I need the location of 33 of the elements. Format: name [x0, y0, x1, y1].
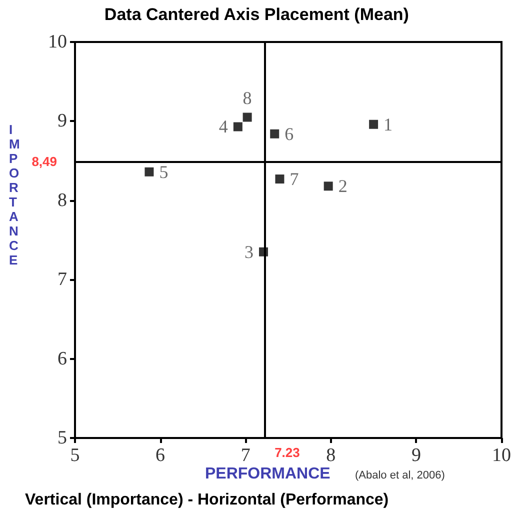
y-tick-label: 6 [58, 348, 67, 370]
x-tick-label: 7 [240, 445, 250, 466]
point [324, 182, 333, 191]
annotation: 1 [384, 114, 393, 134]
x-tick-label: 9 [411, 445, 421, 466]
y-tick-label: 8 [58, 190, 67, 211]
y-tick-label: 10 [48, 32, 67, 52]
point [233, 122, 242, 132]
point [242, 112, 252, 122]
annotation: 8 [242, 88, 252, 108]
x-axis-title: PERFORMANCE [205, 466, 331, 482]
annotation: 3 [244, 242, 254, 262]
y-tick-label: 7 [58, 269, 67, 290]
x-tick-label: 8 [326, 445, 336, 466]
text: (Abalo et al, 2006) [355, 470, 445, 482]
annotation: 6 [284, 124, 294, 144]
x-tick-label: 10 [492, 445, 511, 466]
ref-line-label: 7.23 [274, 445, 300, 460]
annotation: 2 [338, 176, 348, 196]
y-tick-label: 5 [58, 428, 67, 448]
annotation: 7 [290, 169, 299, 190]
point [275, 174, 284, 184]
x-tick-label: 6 [156, 445, 166, 466]
chart-title: Data Cantered Axis Placement (Mean) [104, 5, 409, 24]
text: Vertical (Importance) - Horizontal (Performance) [25, 492, 389, 508]
ref-line-label: 8,49 [32, 154, 57, 170]
point [270, 129, 280, 138]
annotation: 4 [218, 116, 228, 137]
text: IMPORTANCE [9, 122, 20, 268]
point [144, 167, 154, 176]
y-tick-label: 9 [58, 110, 67, 132]
point [369, 120, 378, 129]
annotation: 5 [159, 162, 168, 182]
